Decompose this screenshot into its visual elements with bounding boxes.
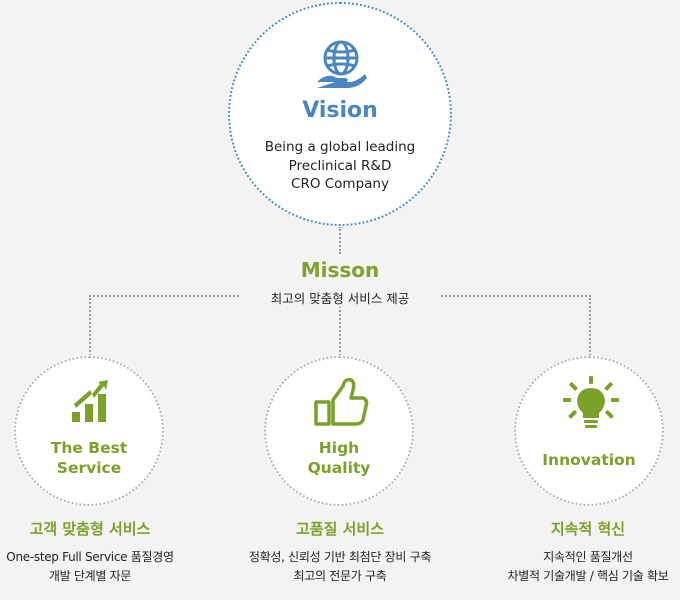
pillar-caption-high-quality: 고품질 서비스 정확성, 신뢰성 기반 최첨단 장비 구축 최고의 전문가 구축 <box>230 518 450 586</box>
pillar-desc-line: 차별적 기술개발 / 핵심 기술 확보 <box>507 569 669 583</box>
pillar-description: 정확성, 신뢰성 기반 최첨단 장비 구축 최고의 전문가 구축 <box>230 548 450 586</box>
right-branch-connector <box>589 295 591 359</box>
mission-title: Misson <box>240 258 440 282</box>
vision-statement: Being a global leading Preclinical R&D C… <box>230 138 450 194</box>
pillar-label-line: Quality <box>307 459 371 477</box>
pillar-label: The Best Service <box>16 438 162 478</box>
pillar-desc-line: One-step Full Service 품질경영 <box>6 550 174 564</box>
vision-circle: Vision Being a global leading Preclinica… <box>228 2 452 226</box>
pillar-circle-high-quality: High Quality <box>264 356 414 506</box>
pillar-label: Innovation <box>516 450 662 470</box>
pillar-heading: 고객 맞춤형 서비스 <box>29 520 151 538</box>
vision-line: Preclinical R&D <box>288 157 392 174</box>
pillar-desc-line: 정확성, 신뢰성 기반 최첨단 장비 구축 <box>248 550 432 564</box>
growth-chart-icon <box>72 380 108 422</box>
vision-title: Vision <box>302 98 378 123</box>
pillar-label-line: Service <box>56 459 122 477</box>
vision-line: Being a global leading <box>264 139 416 155</box>
pillar-description: One-step Full Service 품질경영 개발 단계별 자문 <box>0 548 180 586</box>
pillar-desc-line: 최고의 전문가 구축 <box>293 569 387 583</box>
globe-in-hand-icon <box>317 40 367 88</box>
mission-subtitle: 최고의 맞춤형 서비스 제공 <box>240 288 440 307</box>
pillar-caption-best-service: 고객 맞춤형 서비스 One-step Full Service 품질경영 개발… <box>0 518 180 586</box>
pillar-label: High Quality <box>266 438 412 478</box>
pillar-label-line: High <box>318 439 360 457</box>
vision-line: CRO Company <box>291 176 389 192</box>
lightbulb-icon <box>563 376 619 428</box>
pillar-heading: 지속적 혁신 <box>550 520 626 538</box>
pillar-label-line: The Best <box>50 439 128 457</box>
center-branch-connector <box>339 303 341 359</box>
pillar-circle-innovation: Innovation <box>514 356 664 506</box>
pillar-caption-innovation: 지속적 혁신 지속적인 품질개선 차별적 기술개발 / 핵심 기술 확보 <box>496 518 680 586</box>
pillar-description: 지속적인 품질개선 차별적 기술개발 / 핵심 기술 확보 <box>496 548 680 586</box>
vision-connector <box>339 226 341 254</box>
thumbs-up-icon <box>314 377 369 426</box>
pillar-desc-line: 개발 단계별 자문 <box>48 569 132 583</box>
pillar-circle-best-service: The Best Service <box>14 356 164 506</box>
left-branch-connector <box>89 295 91 359</box>
pillar-label-line: Innovation <box>542 451 636 469</box>
pillar-desc-line: 지속적인 품질개선 <box>543 550 633 564</box>
pillar-heading: 고품질 서비스 <box>295 520 385 538</box>
